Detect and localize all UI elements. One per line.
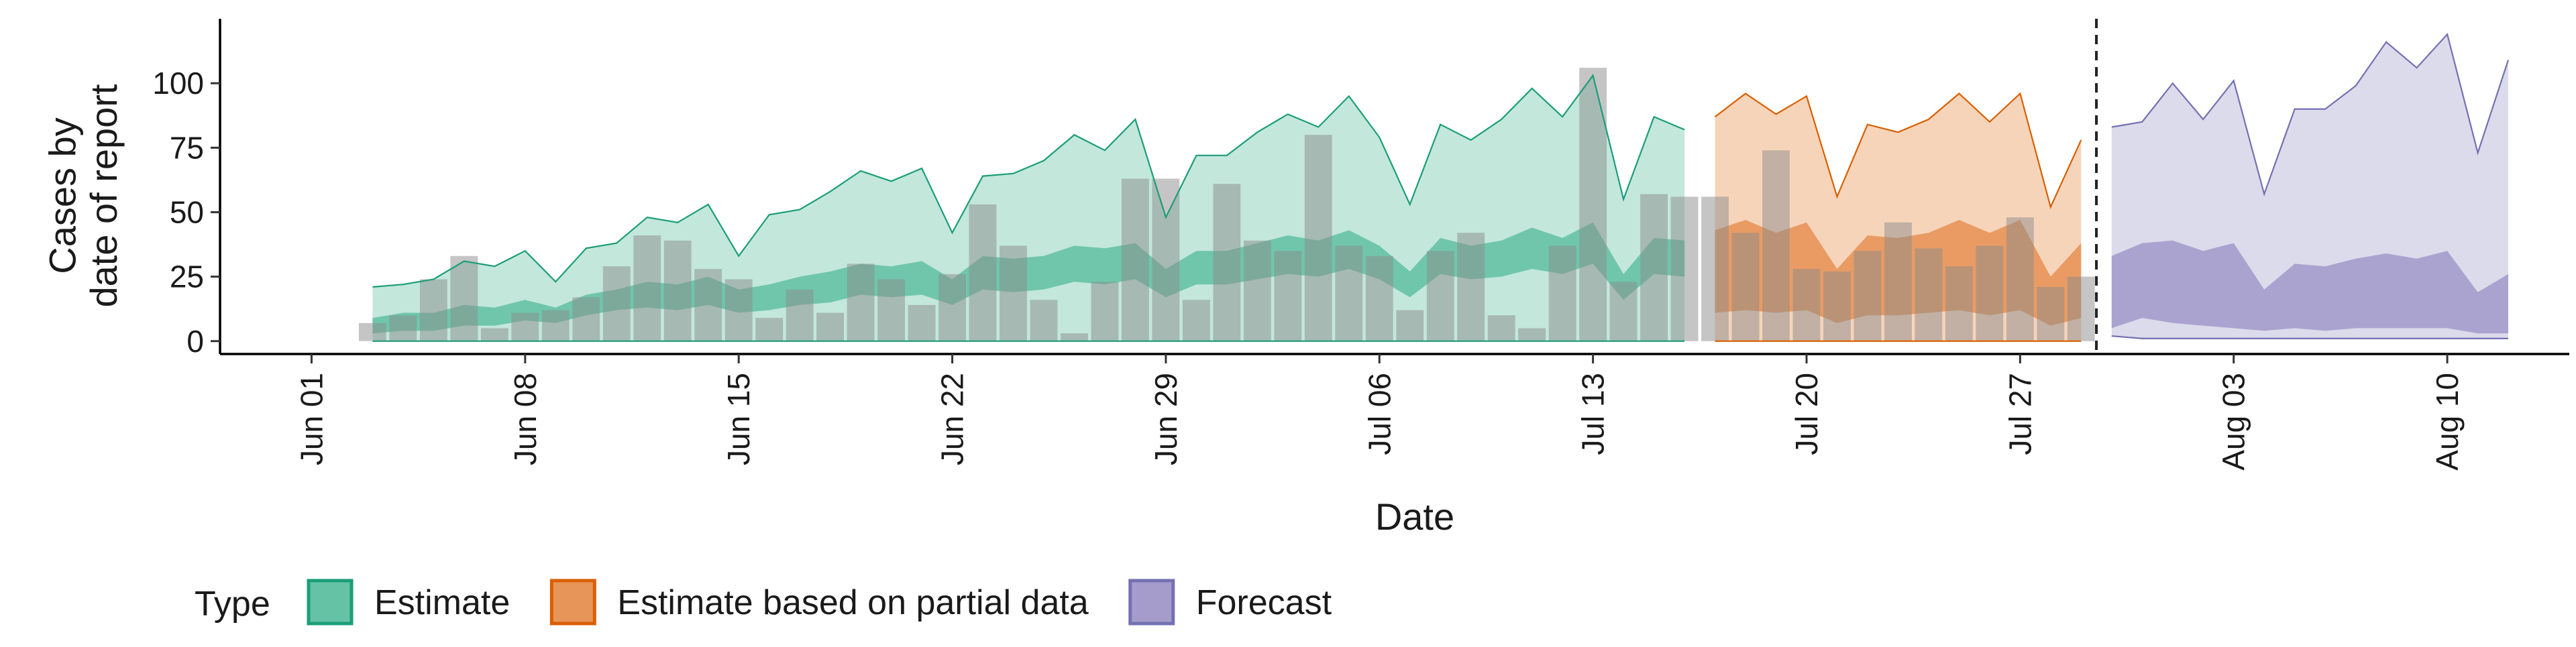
report-bar <box>847 263 875 341</box>
x-tick-label: Jun 15 <box>721 373 756 465</box>
x-tick-label: Jun 08 <box>508 373 543 465</box>
report-bar <box>1945 266 1973 341</box>
x-tick-label: Jul 13 <box>1576 373 1611 455</box>
report-bar <box>694 269 722 341</box>
legend: Type Estimate Estimate based on partial da… <box>195 579 1332 626</box>
report-bar <box>1061 333 1088 341</box>
report-bar <box>1243 240 1271 341</box>
x-tick-label: Jun 22 <box>935 373 970 465</box>
report-bar <box>511 312 539 341</box>
legend-label-estimate-based-on-partial-data: Estimate based on partial data <box>617 583 1089 622</box>
report-bar <box>1670 196 1699 341</box>
report-bar <box>1884 222 1912 341</box>
report-bar <box>1518 328 1546 341</box>
report-bar <box>1792 269 1821 341</box>
report-bar <box>1182 300 1210 341</box>
x-tick-label: Jun 01 <box>294 373 329 465</box>
report-bar <box>450 255 478 341</box>
report-bar <box>877 279 905 341</box>
report-bar <box>1731 233 1760 341</box>
legend-label-forecast: Forecast <box>1196 583 1332 622</box>
x-tick-label: Jun 29 <box>1148 373 1183 465</box>
y-tick-label: 50 <box>170 194 204 229</box>
y-axis-title: Cases bydate of report <box>41 84 125 308</box>
report-bar <box>908 304 936 341</box>
report-bar <box>389 315 417 341</box>
x-tick-label: Aug 03 <box>2216 373 2251 471</box>
report-bar <box>1487 315 1515 341</box>
legend-swatch-forecast <box>1128 579 1175 626</box>
report-bar <box>1762 150 1790 341</box>
report-bar <box>1274 251 1302 341</box>
report-bar <box>572 297 600 341</box>
legend-swatch-estimate <box>307 579 354 626</box>
x-tick-label: Jul 20 <box>1789 373 1824 455</box>
y-tick-label: 0 <box>186 324 204 359</box>
report-bar <box>1091 282 1119 341</box>
y-tick-label: 75 <box>170 130 204 165</box>
forecast-lower-line <box>2111 335 2508 339</box>
x-tick-label: Aug 10 <box>2430 373 2465 471</box>
report-bar <box>1365 255 1393 341</box>
report-bar <box>1030 300 1058 341</box>
y-tick-label: 100 <box>152 66 204 101</box>
report-bar <box>1457 233 1485 341</box>
estimate-upper-line <box>372 74 1685 288</box>
report-bar <box>816 312 844 341</box>
report-bar <box>1121 178 1149 341</box>
report-bar <box>1976 245 2004 341</box>
report-bar <box>938 274 966 341</box>
report-bar <box>1000 245 1027 341</box>
report-bar <box>1548 245 1576 341</box>
legend-swatch-estimate-based-on-partial-data <box>549 579 596 626</box>
report-bar <box>1426 251 1454 341</box>
x-tick-label: Jul 27 <box>2002 373 2037 455</box>
estimate-band-90 <box>372 75 1685 341</box>
report-bar <box>1396 310 1424 341</box>
legend-title: Type <box>195 585 270 624</box>
report-bar <box>663 240 692 341</box>
report-bar <box>969 204 997 341</box>
report-bar <box>1304 135 1332 341</box>
report-bar <box>541 310 570 341</box>
report-bars <box>358 68 2095 341</box>
report-bar <box>2006 217 2034 341</box>
report-bar <box>1335 245 1363 341</box>
report-bar <box>633 235 661 341</box>
report-bar <box>2067 276 2095 341</box>
report-bar <box>1579 68 1607 341</box>
report-bar <box>419 279 447 341</box>
x-tick-label: Jul 06 <box>1362 373 1397 455</box>
x-axis-title: Date <box>1375 495 1454 538</box>
report-bar <box>480 328 508 341</box>
report-bar <box>786 289 814 341</box>
report-bar <box>755 318 784 341</box>
report-bar <box>1823 271 1851 341</box>
report-bar <box>1213 184 1241 341</box>
report-bar <box>2037 287 2065 341</box>
forecast-upper-line <box>2111 32 2510 197</box>
report-bar <box>1854 251 1882 341</box>
report-bar <box>358 322 386 341</box>
report-bar <box>1640 194 1668 341</box>
forecast-band-50 <box>2111 240 2508 334</box>
y-axis-title-line: Cases by <box>41 117 83 274</box>
estimate-based-on-partial-data-upper-line <box>1714 92 2082 210</box>
report-bar <box>1701 196 1729 341</box>
report-bar <box>724 279 753 341</box>
report-bar <box>1915 248 1943 341</box>
y-axis-title-line: date of report <box>83 84 125 308</box>
report-bar <box>1609 282 1638 341</box>
axes: 0 25 50 75 100 Jun 01 Jun 08 Jun 15 Jun 22 Jun 29… <box>41 19 2569 538</box>
report-bar <box>602 266 631 341</box>
legend-label-estimate: Estimate <box>374 583 510 622</box>
report-bar <box>1152 178 1180 341</box>
y-tick-label: 25 <box>170 259 204 294</box>
interval-outlines <box>372 32 2510 342</box>
